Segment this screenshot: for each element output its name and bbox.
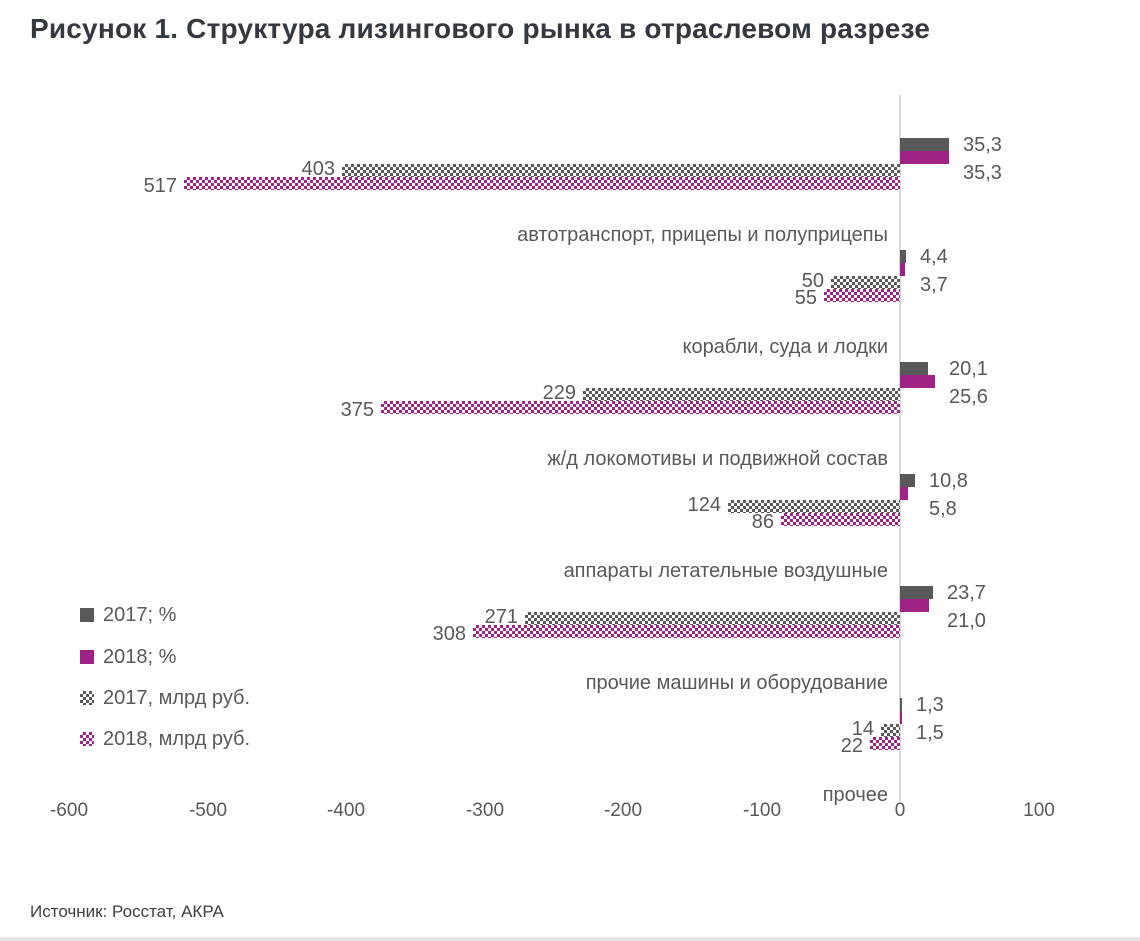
value-label-2018-rub: 517 <box>143 175 177 197</box>
value-label-2018-rub: 375 <box>340 399 374 421</box>
bar-2017-rub <box>881 724 900 737</box>
bar-2017-pct <box>900 250 906 263</box>
legend-label: 2017, млрд руб. <box>103 686 251 709</box>
legend-label: 2018, млрд руб. <box>103 727 251 750</box>
axis-tick-label: 0 <box>894 800 906 821</box>
bar-2017-pct <box>900 362 928 375</box>
pattern-magenta-swatch-icon <box>80 732 94 746</box>
axis-tick-label: -600 <box>49 800 89 821</box>
solid-magenta-swatch-icon <box>80 650 94 664</box>
value-label-2017-rub: 14 <box>851 718 874 740</box>
bottom-divider <box>0 937 1140 941</box>
value-label-2017-pct: 20,1 <box>949 358 988 380</box>
value-label-2017-rub: 124 <box>687 494 721 516</box>
axis-tick-label: -200 <box>603 800 643 821</box>
category-label: ж/д локомотивы и подвижной состав <box>547 448 888 470</box>
value-label-2017-rub: 50 <box>801 270 824 292</box>
category-label: прочее <box>822 784 888 806</box>
legend-item-2: 2018; % <box>80 645 176 669</box>
bar-2017-rub <box>831 276 900 289</box>
bar-2017-pct <box>900 698 902 711</box>
bar-2018-pct <box>900 599 929 612</box>
bar-2018-rub <box>381 401 900 414</box>
value-label-2017-pct: 35,3 <box>963 134 1002 156</box>
axis-tick-label: 100 <box>1023 800 1055 821</box>
bar-2018-rub <box>824 289 900 302</box>
bar-2017-pct <box>900 474 915 487</box>
category-label: корабли, суда и лодки <box>682 336 888 358</box>
axis-tick-label: -400 <box>326 800 366 821</box>
bar-2018-rub <box>870 737 900 750</box>
value-label-2018-rub: 308 <box>432 623 466 645</box>
legend-label: 2018; % <box>103 645 177 668</box>
legend-label: 2017; % <box>103 603 177 626</box>
bar-2017-pct <box>900 586 933 599</box>
value-label-2018-pct: 25,6 <box>949 386 988 408</box>
value-label-2018-pct: 35,3 <box>963 162 1002 184</box>
axis-tick-label: -500 <box>188 800 228 821</box>
legend-item-3: 2017, млрд руб. <box>80 686 250 710</box>
bar-2018-rub <box>781 513 900 526</box>
value-label-2018-rub: 22 <box>840 735 863 757</box>
value-label-2018-pct: 1,5 <box>916 722 944 744</box>
bar-2017-rub <box>525 612 900 625</box>
bar-2018-pct <box>900 151 949 164</box>
value-label-2017-pct: 23,7 <box>947 582 986 604</box>
category-label: автотранспорт, прицепы и полуприцепы <box>517 224 888 246</box>
value-label-2017-rub: 403 <box>301 158 335 180</box>
value-label-2018-rub: 86 <box>751 511 774 533</box>
value-label-2017-pct: 4,4 <box>920 246 948 268</box>
bar-2017-rub <box>583 388 900 401</box>
axis-tick-label: -100 <box>742 800 782 821</box>
pattern-gray-swatch-icon <box>80 691 94 705</box>
category-label: аппараты летательные воздушные <box>563 560 888 582</box>
value-label-2018-pct: 5,8 <box>929 498 957 520</box>
bar-2018-pct <box>900 263 905 276</box>
legend-item-4: 2018, млрд руб. <box>80 727 250 751</box>
legend-item-1: 2017; % <box>80 603 176 627</box>
bar-2018-pct <box>900 711 902 724</box>
value-label-2018-pct: 21,0 <box>947 610 986 632</box>
bar-2018-rub <box>473 625 900 638</box>
axis-tick-label: -300 <box>465 800 505 821</box>
source-note: Источник: Росстат, АКРА <box>30 902 224 921</box>
value-label-2017-rub: 271 <box>484 606 518 628</box>
bar-2017-pct <box>900 138 949 151</box>
bar-2018-pct <box>900 375 935 388</box>
value-label-2017-pct: 1,3 <box>916 694 944 716</box>
bar-2018-pct <box>900 487 908 500</box>
bar-2017-rub <box>342 164 900 177</box>
bar-2018-rub <box>184 177 900 190</box>
value-label-2017-pct: 10,8 <box>929 470 968 492</box>
zero-axis-line <box>899 95 901 802</box>
value-label-2018-pct: 3,7 <box>920 274 948 296</box>
value-label-2017-rub: 229 <box>542 382 576 404</box>
category-label: прочие машины и оборудование <box>585 672 888 694</box>
solid-gray-swatch-icon <box>80 608 94 622</box>
value-label-2018-rub: 55 <box>794 287 817 309</box>
figure-title: Рисунок 1. Структура лизингового рынка в… <box>30 13 931 44</box>
bar-2017-rub <box>728 500 900 513</box>
